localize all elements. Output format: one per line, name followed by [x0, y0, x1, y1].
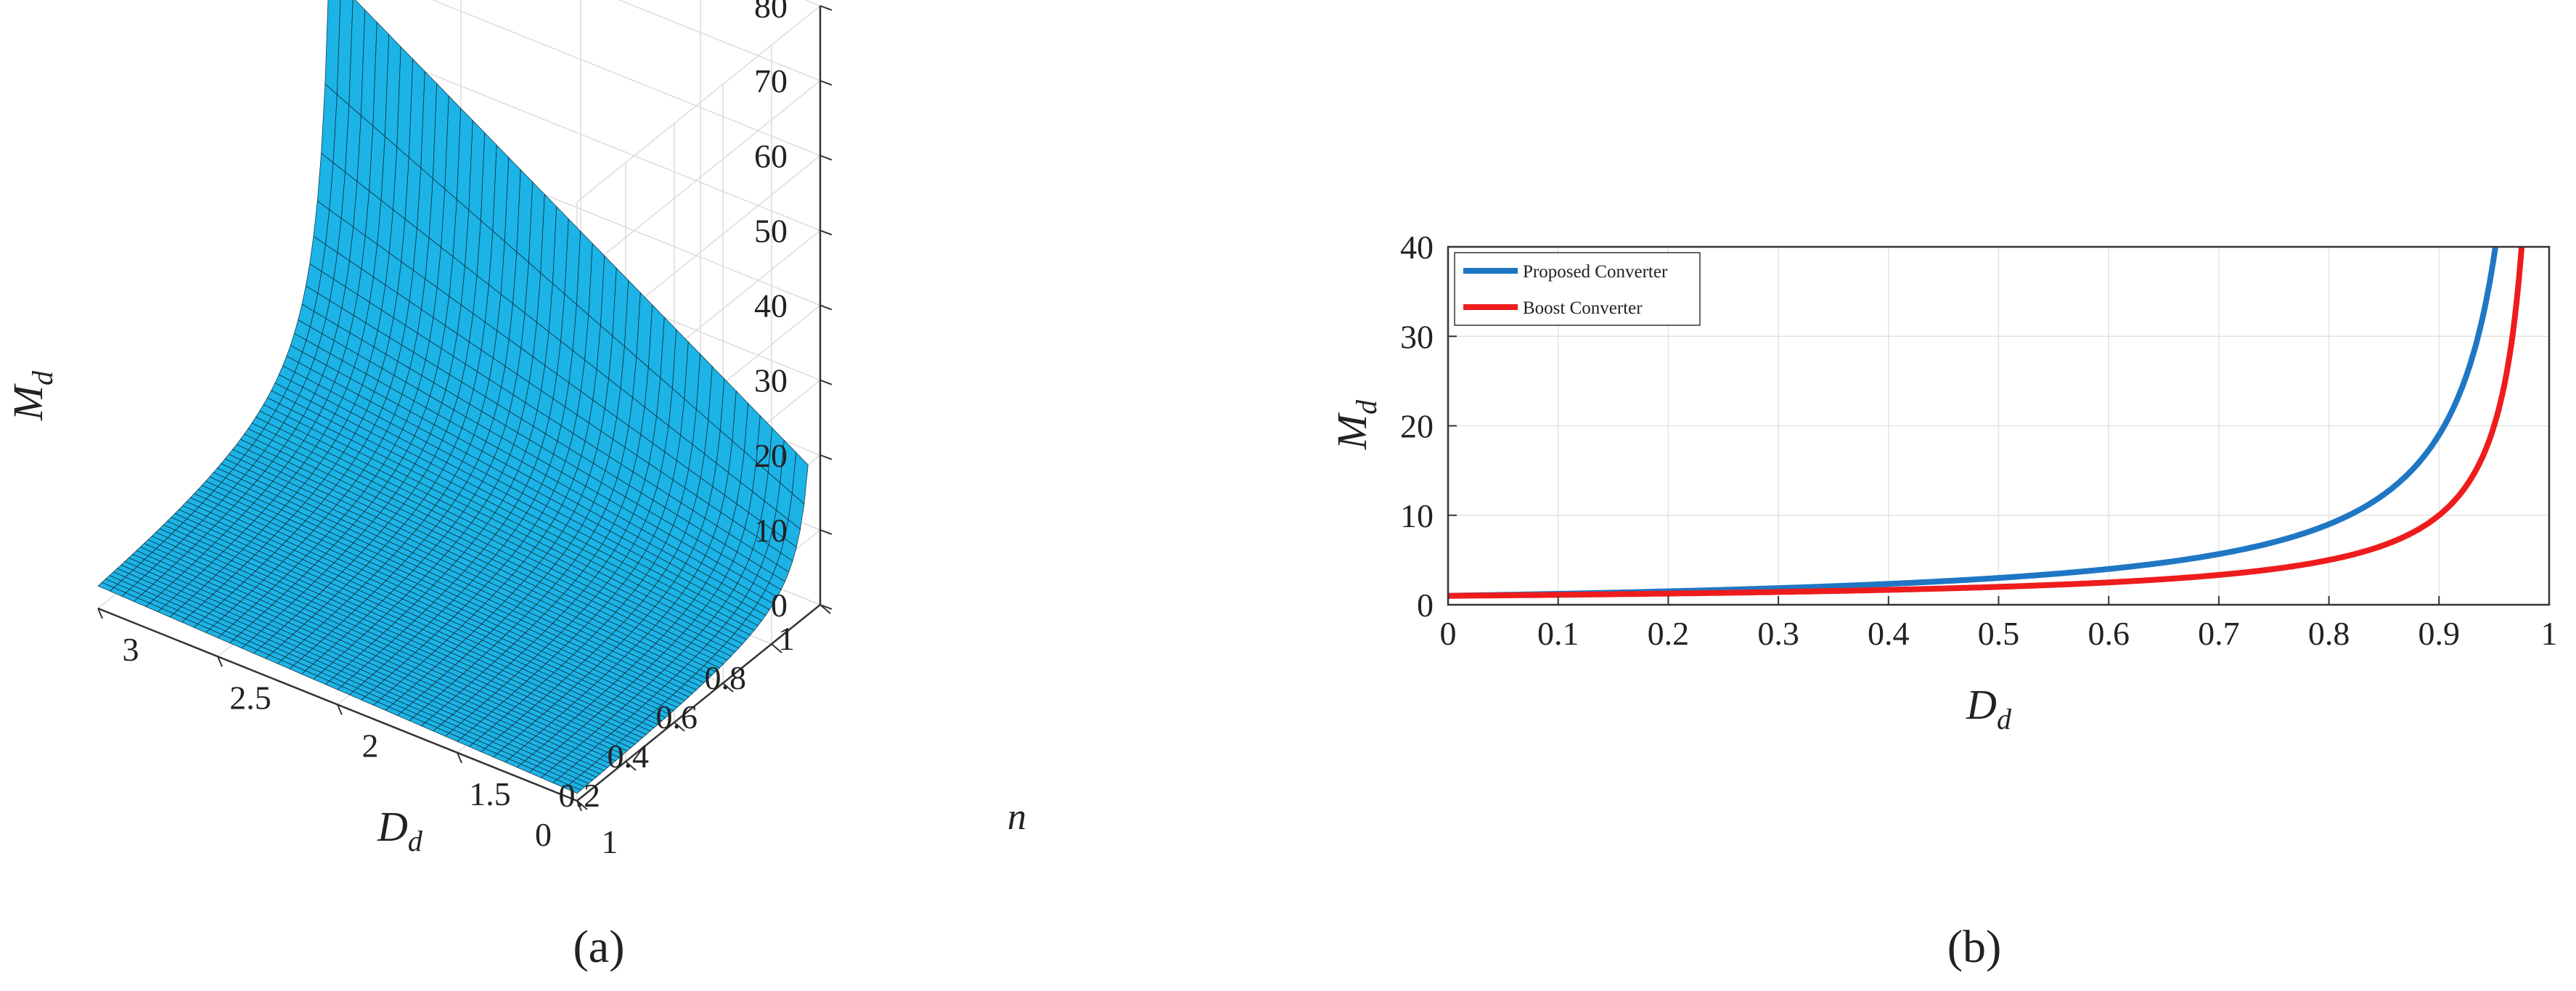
d-tick-label: 0.4	[608, 738, 650, 775]
d-tick-mark	[625, 761, 637, 771]
x-tick-label: 0.9	[2418, 615, 2461, 652]
d-tick-label: 0.8	[705, 659, 747, 696]
z-tick-mark	[819, 379, 833, 386]
y-tick-label: 10	[1400, 497, 1434, 534]
n-tick-label: 1	[602, 823, 618, 860]
panel-a-x-axis-label: Dd	[377, 803, 423, 857]
x-tick-label: 0.3	[1757, 615, 1799, 652]
legend-label-proposed: Proposed Converter	[1523, 262, 1668, 282]
x-tick-label: 0.7	[2198, 615, 2240, 652]
y-tick-label: 20	[1400, 408, 1434, 445]
x-tick-label: 0.8	[2308, 615, 2350, 652]
d-tick-label: 0	[535, 816, 552, 853]
panel-a-surface-plot: 0102030405060708000.20.40.60.8111.522.53…	[4, 0, 1026, 972]
d-tick-mark	[674, 722, 685, 732]
panel-a-surface	[97, 0, 809, 794]
n-tick-label: 3	[123, 631, 139, 668]
d-tick-mark	[771, 643, 782, 653]
d-tick-mark	[819, 604, 831, 614]
panel-b-legend: Proposed Converter Boost Converter	[1454, 252, 1701, 326]
x-tick-label: 1	[2541, 615, 2558, 652]
n-tick-mark	[576, 800, 582, 812]
z-tick-label: 40	[754, 287, 788, 325]
legend-label-boost: Boost Converter	[1523, 298, 1643, 318]
d-tick-mark	[576, 800, 588, 810]
z-tick-label: 10	[754, 512, 788, 549]
z-tick-mark	[819, 5, 833, 11]
z-tick-mark	[819, 529, 833, 535]
panel-b-series	[1447, 246, 2525, 599]
panel-a-caption: (a)	[573, 921, 624, 972]
x-tick-label: 0.5	[1978, 615, 2020, 652]
n-tick-mark	[457, 752, 462, 764]
z-tick-label: 30	[754, 362, 788, 399]
legend-box	[1454, 252, 1701, 326]
panel-a-z-axis-label: Md	[4, 370, 59, 421]
z-tick-label: 80	[754, 0, 788, 25]
z-tick-mark	[819, 229, 833, 236]
panel-b-x-axis-label: Dd	[1966, 681, 2012, 735]
d-tick-mark	[722, 682, 734, 693]
series-line-boost	[1447, 246, 2525, 599]
n-tick-label: 1.5	[469, 775, 511, 812]
surface-cell	[564, 784, 582, 794]
panel-b-caption: (b)	[1947, 921, 2002, 972]
n-tick-label: 2	[362, 727, 379, 764]
z-tick-label: 0	[771, 587, 788, 624]
x-tick-label: 0.4	[1868, 615, 1910, 652]
z-tick-mark	[819, 155, 833, 161]
n-tick-mark	[337, 704, 343, 715]
z-tick-mark	[819, 80, 833, 86]
d-tick-label: 1	[778, 620, 795, 657]
x-tick-label: 0.1	[1537, 615, 1579, 652]
z-tick-label: 70	[754, 62, 788, 99]
axis-d	[576, 604, 821, 802]
z-tick-label: 20	[754, 437, 788, 474]
n-tick-label: 2.5	[229, 679, 271, 716]
d-tick-label: 0.6	[656, 698, 698, 735]
z-tick-label: 60	[754, 137, 788, 174]
z-tick-mark	[819, 304, 833, 311]
d-tick-label: 0.2	[559, 777, 601, 814]
x-tick-label: 0	[1440, 615, 1457, 652]
x-tick-label: 0.2	[1648, 615, 1690, 652]
n-tick-mark	[97, 608, 103, 619]
z-tick-mark	[819, 454, 833, 460]
z-tick-label: 50	[754, 212, 788, 249]
y-tick-label: 30	[1400, 318, 1434, 355]
panel-a-y-axis-label: n	[1007, 796, 1026, 838]
n-tick-mark	[217, 656, 223, 667]
x-tick-label: 0.6	[2088, 615, 2130, 652]
y-tick-label: 0	[1417, 587, 1434, 624]
panel-b-y-axis-label: Md	[1328, 399, 1383, 450]
y-tick-label: 40	[1400, 229, 1434, 266]
